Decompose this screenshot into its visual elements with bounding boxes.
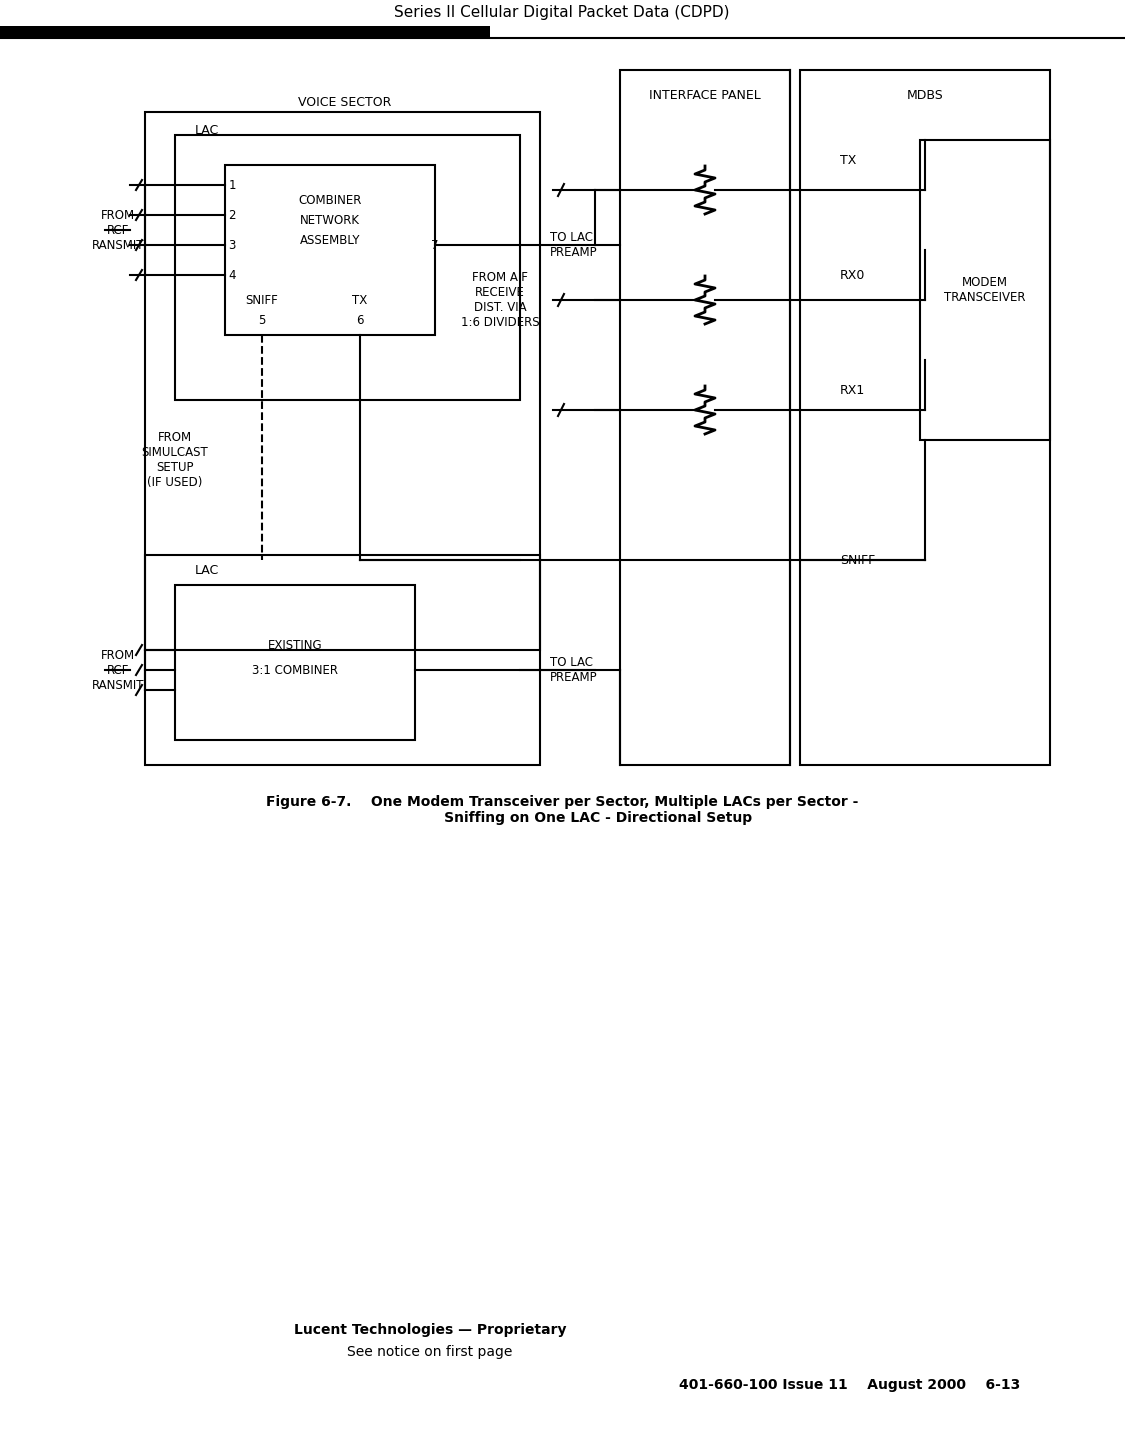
Text: TO LAC
PREAMP: TO LAC PREAMP xyxy=(550,232,597,259)
Text: NETWORK: NETWORK xyxy=(300,213,360,226)
Text: 6: 6 xyxy=(357,313,363,326)
Text: TX: TX xyxy=(352,293,368,306)
Bar xyxy=(145,555,540,765)
Text: TX: TX xyxy=(840,153,856,166)
Text: LAC: LAC xyxy=(195,123,219,136)
Text: SNIFF: SNIFF xyxy=(245,293,278,306)
Text: 2: 2 xyxy=(228,209,236,222)
Text: RX0: RX0 xyxy=(840,269,865,282)
Bar xyxy=(0,26,490,39)
Text: INTERFACE PANEL: INTERFACE PANEL xyxy=(649,89,761,102)
Bar xyxy=(225,164,435,335)
Text: FROM
SIMULCAST
SETUP
(IF USED): FROM SIMULCAST SETUP (IF USED) xyxy=(142,430,208,489)
Text: Series II Cellular Digital Packet Data (CDPD): Series II Cellular Digital Packet Data (… xyxy=(394,4,730,20)
Bar xyxy=(920,140,1050,440)
Text: SNIFF: SNIFF xyxy=(840,553,875,566)
Bar xyxy=(145,112,540,651)
Bar xyxy=(620,70,790,765)
Text: MDBS: MDBS xyxy=(907,89,944,102)
Text: 5: 5 xyxy=(259,313,266,326)
Text: ASSEMBLY: ASSEMBLY xyxy=(299,233,360,246)
Text: VOICE SECTOR: VOICE SECTOR xyxy=(298,96,391,109)
Text: Lucent Technologies — Proprietary: Lucent Technologies — Proprietary xyxy=(294,1323,566,1337)
Text: Figure 6-7.    One Modem Transceiver per Sector, Multiple LACs per Sector -
    : Figure 6-7. One Modem Transceiver per Se… xyxy=(266,795,858,825)
Text: COMBINER: COMBINER xyxy=(298,193,362,206)
Text: See notice on first page: See notice on first page xyxy=(348,1346,513,1358)
Text: FROM AIF
RECEIVE
DIST. VIA
1:6 DIVIDERS: FROM AIF RECEIVE DIST. VIA 1:6 DIVIDERS xyxy=(461,272,539,329)
Text: EXISTING: EXISTING xyxy=(268,639,323,652)
Text: 4: 4 xyxy=(228,269,236,282)
Text: 3:1 COMBINER: 3:1 COMBINER xyxy=(252,664,338,676)
Text: 7: 7 xyxy=(431,239,439,252)
Bar xyxy=(0,0,1125,30)
Text: TO LAC
PREAMP: TO LAC PREAMP xyxy=(550,656,597,684)
Text: FROM
RCF
RANSMIT: FROM RCF RANSMIT xyxy=(92,648,144,692)
Text: FROM
RCF
RANSMIT: FROM RCF RANSMIT xyxy=(92,209,144,252)
Text: LAC: LAC xyxy=(195,563,219,576)
Bar xyxy=(176,134,520,400)
Bar xyxy=(800,70,1050,765)
Text: 1: 1 xyxy=(228,179,236,192)
Bar xyxy=(176,585,415,739)
Text: RX1: RX1 xyxy=(840,383,865,396)
Text: 401-660-100 Issue 11    August 2000    6-13: 401-660-100 Issue 11 August 2000 6-13 xyxy=(680,1379,1020,1391)
Text: 3: 3 xyxy=(228,239,236,252)
Text: MODEM
TRANSCEIVER: MODEM TRANSCEIVER xyxy=(944,276,1026,305)
